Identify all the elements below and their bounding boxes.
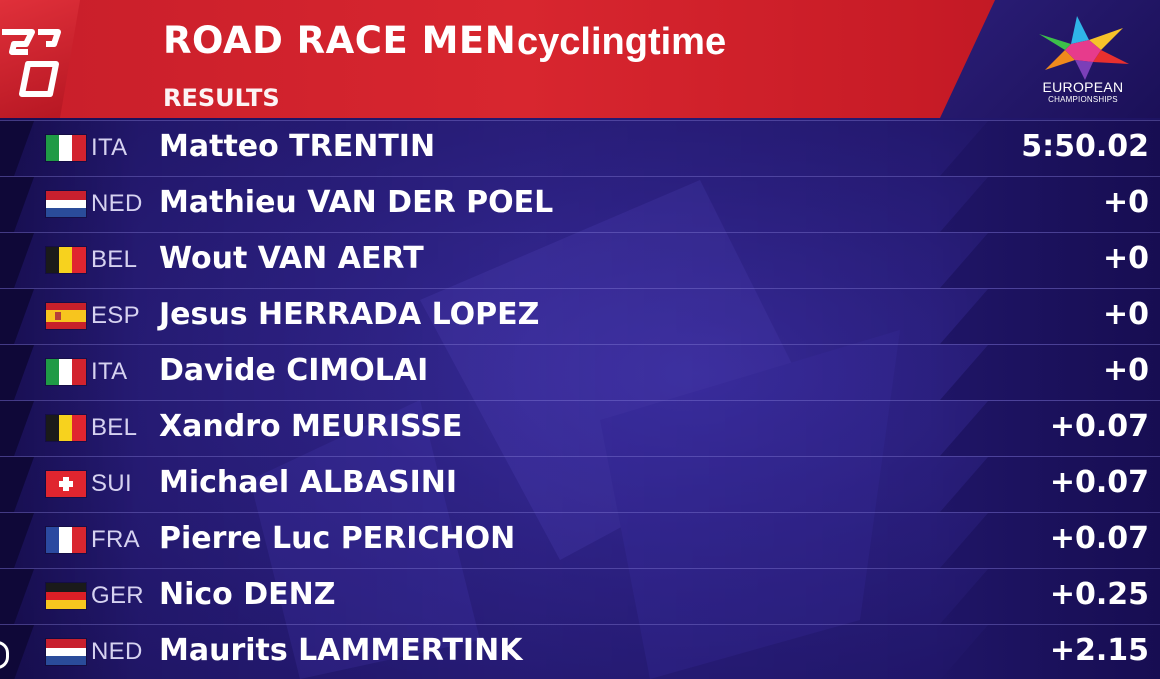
result-row: SUI Michael ALBASINI +0.07 [0,456,1160,512]
row-edge [0,289,34,344]
result-row: GER Nico DENZ +0.25 [0,568,1160,624]
nationality-code: ESP [91,302,140,329]
rider-time: +0.25 [1049,577,1149,612]
rider-name: Davide CIMOLAI [159,353,429,388]
rider-time: +0 [1102,297,1149,332]
star-icon [1039,16,1129,80]
rider-time: +0 [1102,353,1149,388]
european-championships-logo: EUROPEAN CHAMPIONSHIPS [1027,10,1139,110]
nationality-code: ITA [91,358,128,385]
rider-time: +0 [1102,185,1149,220]
flag-switzerland-icon [46,471,86,497]
rider-name: Michael ALBASINI [159,465,458,500]
result-row: BEL Xandro MEURISSE +0.07 [0,400,1160,456]
row-edge [0,513,34,568]
rider-time: +2.15 [1049,633,1149,668]
page-subtitle: RESULTS [163,84,280,112]
rider-time: +0.07 [1049,465,1149,500]
rider-name: Wout VAN AERT [159,241,424,276]
rider-time: +0 [1102,241,1149,276]
rider-name: Pierre Luc PERICHON [159,521,516,556]
nationality-code: FRA [91,526,140,553]
result-row: ESP Jesus HERRADA LOPEZ +0 [0,288,1160,344]
result-row: FRA Pierre Luc PERICHON +0.07 [0,512,1160,568]
result-row: ITA Matteo TRENTIN 5:50.02 [0,120,1160,176]
logo-line-2: CHAMPIONSHIPS [1048,95,1118,104]
flag-belgium-icon [46,247,86,273]
watermark-text: cyclingtime [517,21,727,63]
logo-line-1: EUROPEAN [1042,79,1124,95]
flag-italy-icon [46,359,86,385]
nationality-code: BEL [91,246,138,273]
page-title: ROAD RACE MEN [163,19,517,62]
result-row: ITA Davide CIMOLAI +0 [0,344,1160,400]
flag-germany-icon [46,583,86,609]
row-edge [0,233,34,288]
row-edge [0,345,34,400]
nationality-code: SUI [91,470,132,497]
flag-belgium-icon [46,415,86,441]
rider-name: Jesus HERRADA LOPEZ [159,297,540,332]
rider-name: Mathieu VAN DER POEL [159,185,554,220]
result-row: NED Maurits LAMMERTINK +2.15 [0,624,1160,679]
header-bar: ROAD RACE MEN RESULTS cyclingtime EUROPE… [0,0,1160,118]
rider-time: +0.07 [1049,409,1149,444]
rider-time: 5:50.02 [1021,129,1149,164]
rider-name: Maurits LAMMERTINK [159,633,523,668]
results-list: ITA Matteo TRENTIN 5:50.02 NED Mathieu V… [0,120,1160,679]
rider-time: +0.07 [1049,521,1149,556]
row-edge [0,177,34,232]
row-edge [0,569,34,624]
nationality-code: NED [91,638,143,665]
result-row: NED Mathieu VAN DER POEL +0 [0,176,1160,232]
nationality-code: GER [91,582,144,609]
broadcaster-logo-icon [2,29,61,97]
header-red-band [0,0,1030,118]
nationality-code: ITA [91,134,128,161]
row-edge [0,121,34,176]
flag-italy-icon [46,135,86,161]
flag-netherlands-icon [46,639,86,665]
nationality-code: NED [91,190,143,217]
flag-netherlands-icon [46,191,86,217]
row-edge [0,401,34,456]
rider-name: Matteo TRENTIN [159,129,436,164]
flag-spain-icon [46,303,86,329]
flag-france-icon [46,527,86,553]
result-row: BEL Wout VAN AERT +0 [0,232,1160,288]
rider-name: Nico DENZ [159,577,336,612]
rider-name: Xandro MEURISSE [159,409,463,444]
row-edge [0,457,34,512]
nationality-code: BEL [91,414,138,441]
